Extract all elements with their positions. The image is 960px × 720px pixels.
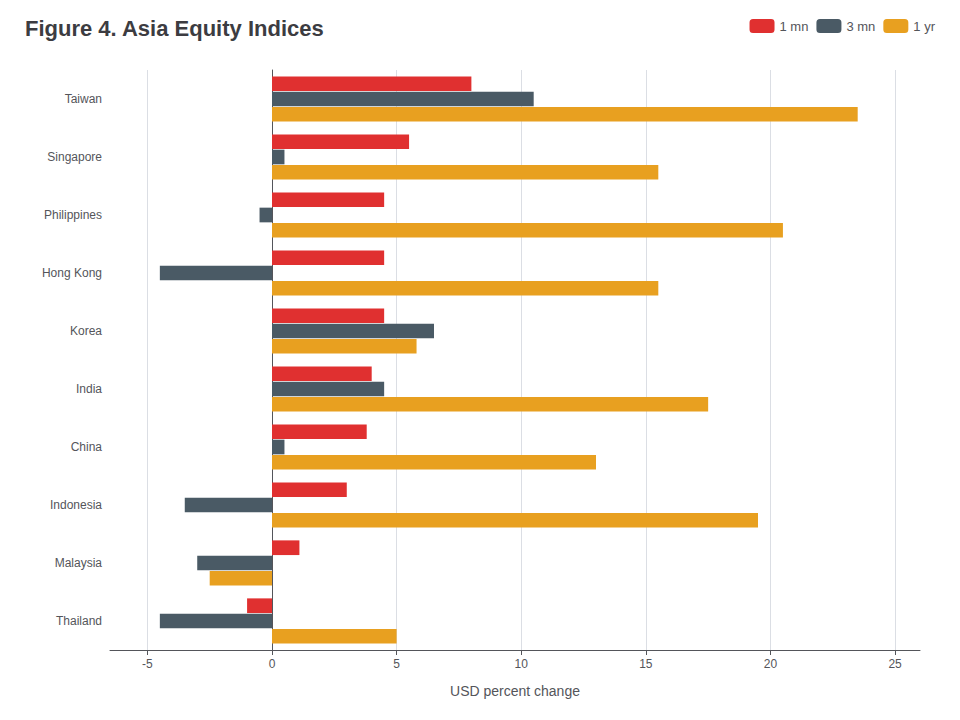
svg-text:Singapore: Singapore [47,150,102,164]
svg-text:Indonesia: Indonesia [50,498,102,512]
svg-text:25: 25 [888,657,902,671]
svg-text:5: 5 [393,657,400,671]
svg-text:1 yr: 1 yr [913,19,935,34]
svg-text:Philippines: Philippines [44,208,102,222]
svg-text:20: 20 [764,657,778,671]
svg-text:Hong Kong: Hong Kong [42,266,102,280]
svg-text:15: 15 [639,657,653,671]
svg-text:0: 0 [269,657,276,671]
svg-text:Thailand: Thailand [56,614,102,628]
svg-text:China: China [71,440,103,454]
svg-text:3 mn: 3 mn [846,19,875,34]
svg-text:-5: -5 [142,657,153,671]
svg-text:1 mn: 1 mn [780,19,809,34]
svg-text:Figure 4. Asia Equity Indices: Figure 4. Asia Equity Indices [25,16,324,41]
svg-text:Malaysia: Malaysia [55,556,103,570]
svg-text:Korea: Korea [70,324,102,338]
svg-text:India: India [76,382,102,396]
svg-text:USD percent change: USD percent change [450,683,580,699]
svg-text:Taiwan: Taiwan [65,92,102,106]
svg-text:10: 10 [515,657,529,671]
